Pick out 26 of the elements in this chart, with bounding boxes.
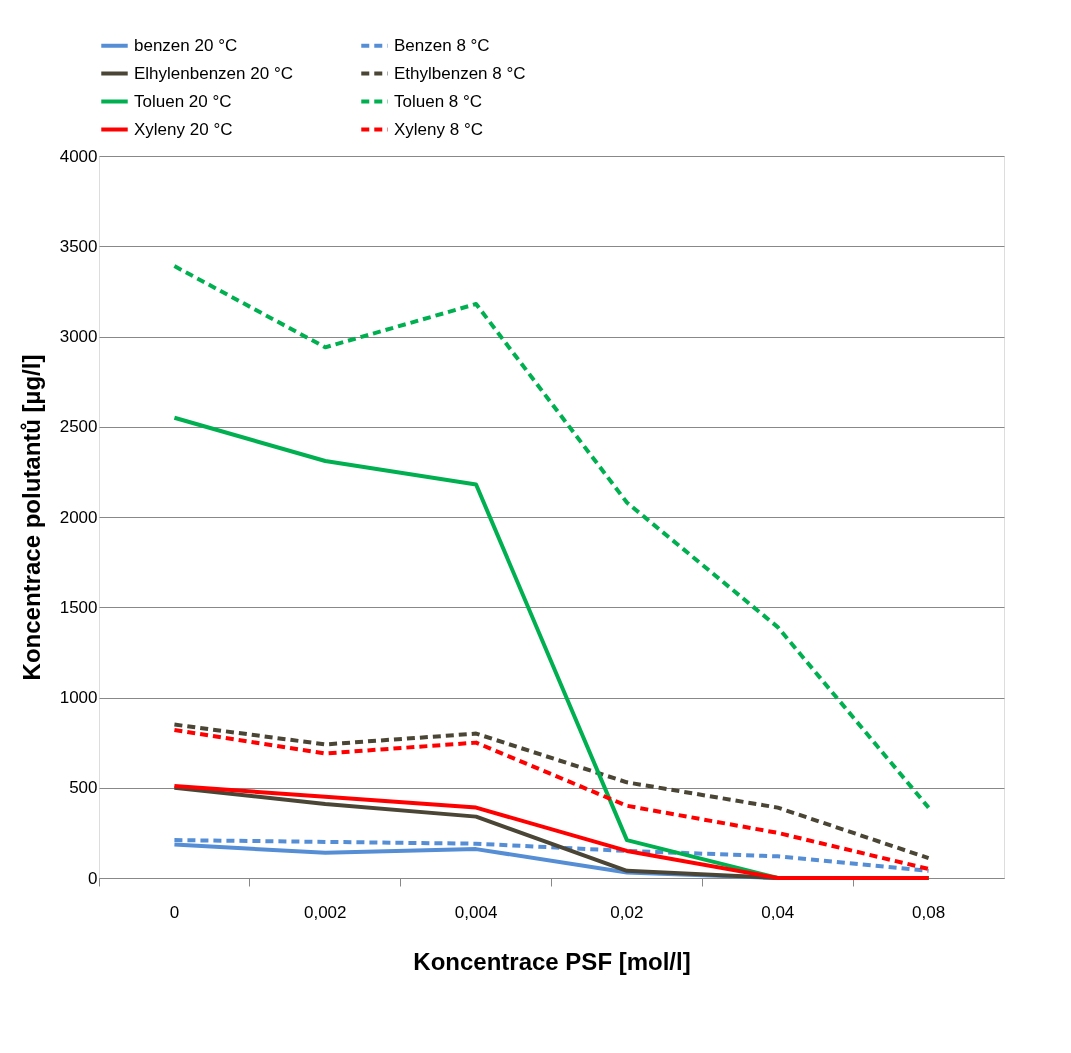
y-tick-label: 500 — [69, 778, 98, 798]
legend-label: benzen 20 °C — [134, 35, 238, 55]
x-tick-label: 0 — [169, 902, 180, 922]
y-tick-label: 4000 — [59, 146, 98, 166]
x-tick-label: 0,08 — [912, 902, 946, 922]
y-tick-label: 3000 — [59, 327, 98, 346]
legend-label: Toluen 8 °C — [394, 91, 483, 111]
y-tick-label: 2500 — [59, 417, 98, 437]
legend-label: Xyleny 20 °C — [134, 119, 233, 139]
legend-label: Elhylenbenzen 20 °C — [134, 63, 293, 83]
y-tick-label: 1500 — [59, 597, 98, 617]
y-axis-title: Koncentrace polutantů [µg/l] — [17, 354, 45, 681]
x-tick-label: 0,002 — [303, 902, 347, 922]
x-tick-label: 0,04 — [761, 902, 795, 922]
legend-label: Toluen 20 °C — [134, 91, 232, 111]
y-tick-label: 0 — [88, 868, 98, 888]
line-series — [172, 264, 931, 810]
x-axis-title: Koncentrace PSF [mol/l] — [413, 947, 691, 975]
legend-label: Xyleny 8 °C — [394, 119, 484, 139]
legend-label: Benzen 8 °C — [394, 35, 490, 55]
x-tick-label: 0,004 — [454, 902, 498, 922]
y-tick-label: 1000 — [59, 688, 98, 707]
x-tick-label: 0,02 — [610, 902, 644, 922]
y-tick-label: 2000 — [59, 507, 98, 527]
legend-label: Ethylbenzen 8 °C — [394, 63, 526, 83]
y-tick-label: 3500 — [59, 236, 98, 256]
